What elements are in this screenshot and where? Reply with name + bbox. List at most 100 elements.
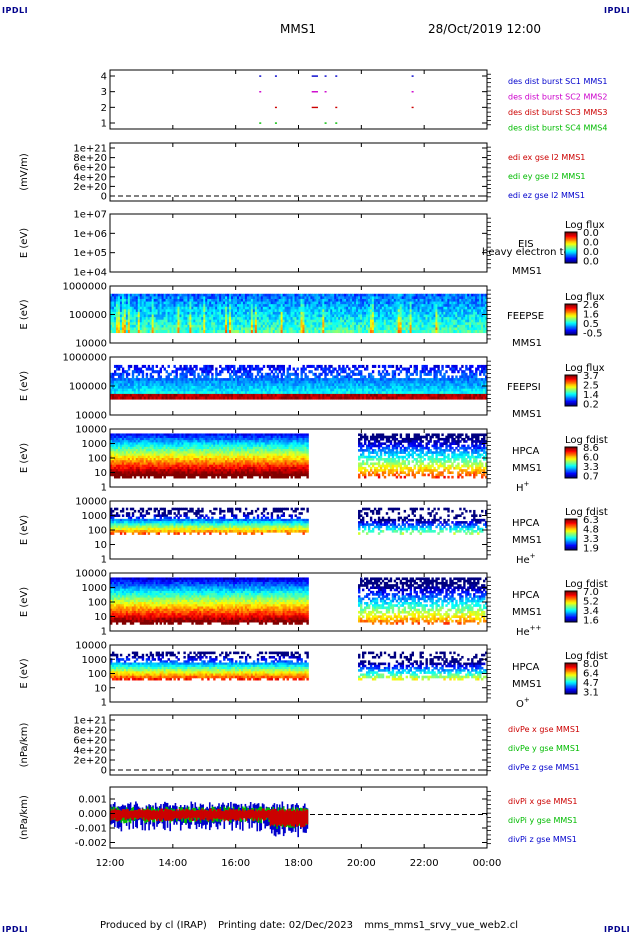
spectrogram-cell [219,330,222,334]
spectrogram-cell [227,293,230,297]
spectrogram-cell [250,301,254,305]
spectrogram-cell [161,314,164,318]
spectrogram-cell [227,296,230,300]
spectrogram-cell [302,306,305,310]
spectrogram-cell [280,319,284,323]
spectrogram-cell [356,330,359,334]
spectrogram-cell [244,367,248,371]
spectrogram-cell [165,309,168,313]
spectrogram-cell [262,327,266,331]
spectrogram-cell [328,301,331,305]
spectrogram-cell [153,311,157,315]
spectrogram-cell [215,317,218,321]
spectrogram-cell [157,293,161,297]
spectrogram-cell [348,296,351,300]
spectrogram-cell [361,322,365,326]
spectrogram-cell [365,301,369,305]
spectrogram-cell [155,296,159,300]
spectrogram-cell [215,304,218,308]
spectrogram-cell [399,370,403,374]
spectrogram-cell [117,311,121,315]
spectrogram-cell [290,304,293,308]
spectrogram-cell [213,314,216,318]
spectrogram-cell [256,364,260,368]
spectrogram-cell [373,364,377,368]
spectrogram-cell [159,317,162,321]
spectrogram-cell [360,306,363,310]
spectrogram-cell [165,322,168,326]
spectrogram-cell [371,330,375,334]
spectrogram-cell [205,319,208,323]
spectrogram-cell [361,327,365,331]
spectrogram-cell [306,314,309,318]
spectrogram-cell [272,306,276,310]
spectrogram-cell [270,309,274,313]
spectrogram-cell [195,314,198,318]
spectrogram-cell [298,319,301,323]
legend-entry: des dist burst SC4 MMS4 [508,124,607,133]
spectrogram-cell [169,309,172,313]
spectrogram-cell [252,314,256,318]
spectrogram-cell [298,301,301,305]
y-tick-label: 2e+20 [73,182,107,193]
spectrogram-cell [250,296,254,300]
spectrogram-cell [320,317,323,321]
spectrogram-cell [250,306,254,310]
spectrogram-cell [246,324,250,328]
spectrogram-cell [346,330,349,334]
spectrogram-cell [129,301,133,305]
spectrogram-cell [282,301,286,305]
spectrogram-cell [117,304,121,308]
spectrogram-cell [229,304,232,308]
spectrogram-cell [129,322,133,326]
spectrogram-cell [244,330,248,334]
spectrogram-cell [211,298,214,302]
spectrogram-cell [354,319,357,323]
spectrogram-cell [274,319,278,323]
spectrogram-cell [209,301,212,305]
spectrogram-cell [195,367,198,371]
spectrogram-cell [272,304,276,308]
spectrogram-cell [282,311,286,315]
spectrogram-cell [280,330,284,334]
spectrogram-cell [336,298,339,302]
spectrogram-cell [407,375,411,379]
spectrogram-cell [262,311,266,315]
spectrogram-cell [125,319,129,323]
spectrogram-cell [223,306,226,310]
spectrogram-cell [193,296,196,300]
spectrogram-cell [300,293,303,297]
spectrogram-cell [161,311,164,315]
spectrogram-cell [179,319,182,323]
spectrogram-cell [246,311,250,315]
spectrogram-cell [276,304,280,308]
spectrogram-cell [296,327,299,331]
spectrogram-cell [342,330,345,334]
spectrogram-cell [312,364,315,368]
spectrogram-cell [145,319,149,323]
spectrogram-cell [361,309,365,313]
spectrogram-cell [258,314,262,318]
spectrogram-cell [278,327,282,331]
spectrogram-cell [117,309,121,313]
spectrogram-cell [242,319,246,323]
spectrogram-cell [322,306,325,310]
spectrogram-cell [163,301,166,305]
y-tick-label: 100000 [69,310,107,321]
spectrogram-cell [346,309,349,313]
spectrogram-cell [352,304,355,308]
spectrogram-cell [147,324,151,328]
spectrogram-cell [344,296,347,300]
spectrogram-cell [425,367,428,371]
spectrogram-cell [264,311,268,315]
spectrogram-cell [278,324,282,328]
spectrogram-cell [223,304,226,308]
y-axis-label: (mV/m) [19,153,30,191]
spectrogram-cell [236,293,240,297]
spectrogram-cell [155,311,159,315]
spectrogram-cell [324,317,327,321]
spectrogram-cell [365,293,369,297]
spectrogram-cell [266,317,270,321]
spectrogram-cell [250,311,254,315]
